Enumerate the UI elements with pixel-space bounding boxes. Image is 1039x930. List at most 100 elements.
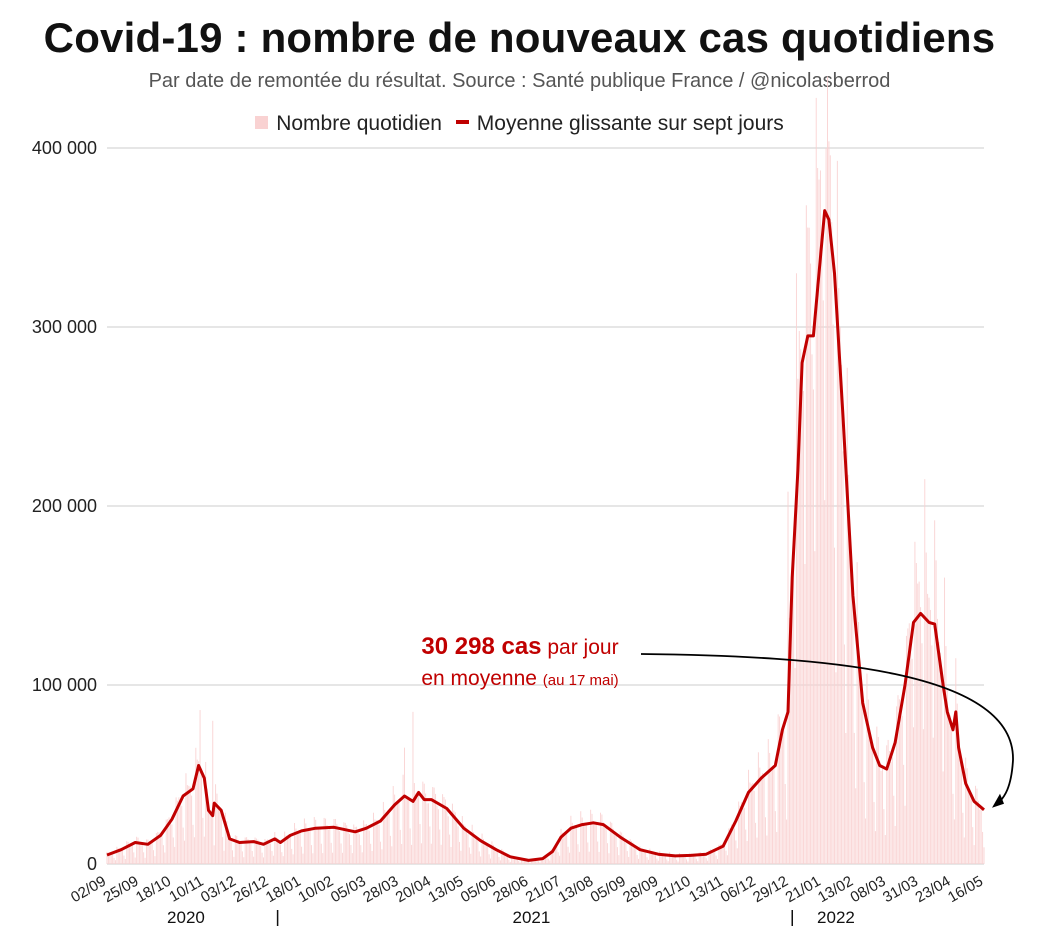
daily-bar (949, 715, 951, 864)
daily-bar (291, 848, 293, 864)
daily-bar (842, 451, 844, 864)
daily-bar (387, 810, 389, 864)
daily-bar (322, 853, 324, 864)
daily-bar (643, 850, 645, 864)
daily-bar (522, 858, 524, 864)
daily-bar (810, 263, 812, 864)
daily-bar (680, 854, 682, 864)
daily-bar (385, 812, 387, 864)
daily-bar (843, 644, 845, 864)
daily-bar (116, 846, 118, 864)
daily-bar (437, 809, 439, 864)
daily-bar (690, 853, 692, 864)
daily-bar (712, 851, 714, 864)
daily-bar (818, 179, 820, 864)
daily-bar (819, 170, 821, 865)
daily-bar (601, 814, 603, 864)
daily-bar (894, 825, 896, 864)
daily-bar (654, 854, 656, 864)
daily-bar (958, 745, 960, 864)
daily-bar (956, 703, 958, 864)
daily-bar (506, 855, 508, 864)
daily-bar (480, 856, 482, 864)
daily-bar (545, 856, 546, 864)
daily-bar (234, 835, 236, 864)
daily-bar (821, 240, 823, 864)
daily-bar (354, 826, 356, 864)
daily-bar (537, 861, 539, 864)
daily-bar (289, 836, 291, 864)
daily-bar (380, 841, 382, 864)
daily-bar (157, 831, 159, 864)
daily-bar (356, 826, 358, 864)
daily-bar (145, 839, 147, 864)
daily-bar (856, 562, 858, 864)
daily-bar (343, 822, 345, 864)
daily-bar (382, 801, 384, 864)
daily-bar (284, 831, 286, 864)
daily-bar (559, 855, 561, 864)
daily-bar (939, 652, 941, 864)
daily-bar (883, 809, 885, 864)
daily-bar (972, 827, 974, 864)
daily-bar (863, 782, 865, 864)
daily-bar (631, 841, 633, 864)
daily-bar (588, 851, 590, 864)
daily-bar (413, 783, 415, 864)
daily-bar (578, 851, 580, 864)
daily-bar (426, 803, 428, 864)
daily-bar (925, 552, 927, 864)
daily-bar (329, 828, 331, 864)
daily-bar (786, 819, 788, 864)
daily-bar (621, 832, 623, 864)
daily-bar (155, 833, 157, 864)
daily-bar (253, 856, 255, 864)
daily-bar (164, 852, 166, 864)
daily-bar (615, 835, 617, 864)
daily-bar (928, 597, 930, 864)
daily-bar (169, 821, 171, 864)
daily-bar (635, 848, 637, 864)
daily-bar (838, 288, 840, 864)
daily-bar (733, 828, 735, 864)
daily-bar (270, 843, 272, 864)
daily-bar (466, 828, 468, 864)
daily-bar (332, 852, 334, 864)
daily-bar (377, 819, 379, 864)
daily-bar (853, 732, 855, 864)
daily-bar (490, 858, 492, 864)
legend-item-line[interactable]: Moyenne glissante sur sept jours (455, 112, 784, 136)
daily-bar (766, 835, 768, 864)
daily-bar (231, 850, 233, 864)
daily-bar (351, 853, 353, 864)
daily-bar (436, 805, 438, 864)
daily-bar (612, 828, 614, 864)
daily-bar (948, 712, 950, 864)
legend-swatch-bars (255, 115, 269, 129)
daily-bar (774, 811, 776, 864)
daily-bar (862, 704, 864, 864)
daily-bar (935, 560, 937, 864)
daily-bar (959, 754, 961, 864)
daily-bar (415, 793, 417, 864)
daily-bar (742, 802, 744, 864)
legend-item-bars[interactable]: Nombre quotidien (255, 112, 442, 136)
daily-bar (695, 858, 697, 864)
daily-bar (109, 853, 111, 864)
daily-bar (261, 852, 263, 864)
daily-bar (963, 837, 965, 864)
y-tick-label: 200 000 (32, 496, 97, 516)
daily-bar (609, 821, 611, 864)
legend: Nombre quotidien Moyenne glissante sur s… (0, 112, 1039, 136)
daily-bar (542, 857, 544, 864)
daily-bar (148, 841, 150, 864)
daily-bar (944, 577, 946, 864)
daily-bar (663, 854, 665, 864)
daily-bar (832, 324, 834, 864)
daily-bar (464, 825, 466, 864)
daily-bar (735, 840, 737, 864)
daily-bar (196, 759, 198, 864)
daily-bar (433, 787, 435, 864)
daily-bar (495, 849, 497, 864)
daily-bar (258, 843, 260, 864)
